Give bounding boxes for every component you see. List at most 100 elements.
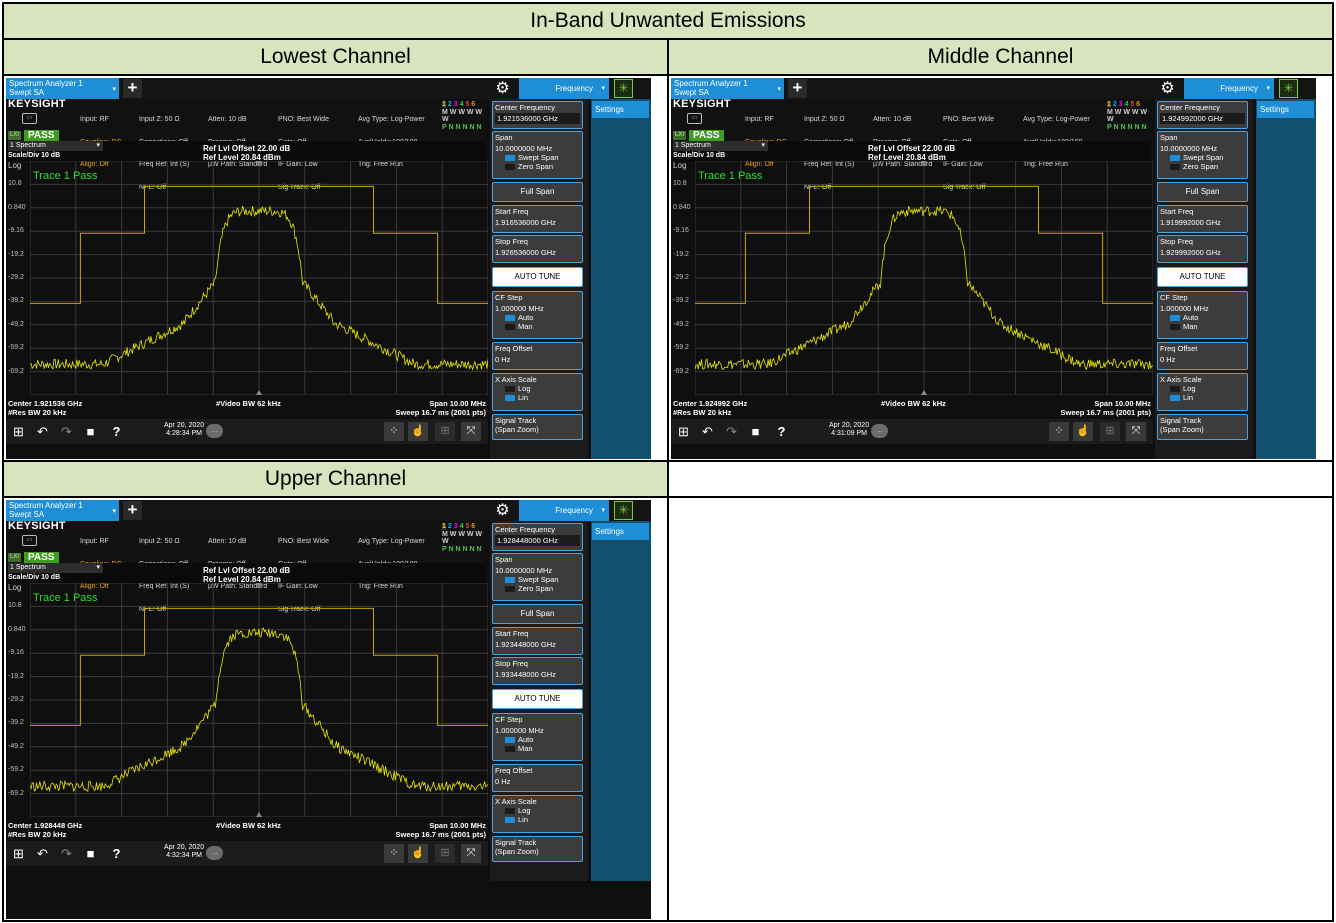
windows-icon[interactable]: ⊞ (678, 424, 689, 439)
log-option[interactable]: Log (505, 384, 580, 393)
chat-bubble-icon[interactable]: ▭ (22, 113, 37, 124)
x-axis-scale-key[interactable]: X Axis Scale Log Lin (492, 373, 583, 411)
chat-icon[interactable]: … (871, 424, 888, 438)
stop-freq-key[interactable]: Stop Freq 1.926536000 GHz (492, 235, 583, 263)
frequency-menu-tab[interactable]: Frequency ▾ (1184, 78, 1274, 99)
signal-track-key[interactable]: Signal Track (Span Zoom) (492, 836, 583, 862)
window-select[interactable]: 1 Spectrum ▾ (8, 141, 103, 151)
fullscreen-icon[interactable]: ⤧ (461, 422, 481, 441)
busy-spinner-icon[interactable]: ✳ (1279, 79, 1298, 98)
auto-tune-button[interactable]: AUTO TUNE (1157, 267, 1248, 287)
log-option[interactable]: Log (505, 806, 580, 815)
touch-icon[interactable]: ☝ (408, 844, 428, 863)
freq-offset-key[interactable]: Freq Offset 0 Hz (492, 342, 583, 370)
swept-span-option[interactable]: Swept Span (505, 575, 580, 584)
undo-icon[interactable]: ↶ (37, 846, 48, 861)
window-select[interactable]: 1 Spectrum ▾ (8, 563, 103, 573)
chat-bubble-icon[interactable]: ▭ (687, 113, 702, 124)
start-freq-key[interactable]: Start Freq 1.923448000 GHz (492, 627, 583, 655)
center-frequency-key[interactable]: Center Frequency 1.921536000 GHz (492, 101, 583, 129)
trace-indicator[interactable]: 1 2 3 4 5 6 M W W W W W P N N N N N (442, 101, 488, 131)
grid-icon[interactable]: ⊞ (435, 422, 455, 441)
settings-tab[interactable]: Settings (592, 523, 649, 540)
zero-span-option[interactable]: Zero Span (505, 584, 580, 593)
cf-step-key[interactable]: CF Step 1.000000 MHz Auto Man (492, 713, 583, 761)
span-key[interactable]: Span 10.0000000 MHz Swept Span Zero Span (1157, 131, 1248, 179)
redo-icon[interactable]: ↷ (61, 424, 72, 439)
spectrum-graph[interactable] (30, 583, 488, 817)
lin-option[interactable]: Lin (505, 815, 580, 824)
man-option[interactable]: Man (505, 322, 580, 331)
swept-span-option[interactable]: Swept Span (505, 153, 580, 162)
lin-option[interactable]: Lin (1170, 393, 1245, 402)
file-icon[interactable]: ■ (751, 424, 760, 439)
key-value[interactable]: 1.924992000 GHz (1160, 113, 1245, 124)
touch-icon[interactable]: ☝ (1073, 422, 1093, 441)
frequency-menu-tab[interactable]: Frequency ▾ (519, 78, 609, 99)
spectrum-graph[interactable] (30, 161, 488, 395)
keypad-icon[interactable]: ⁘ (1049, 422, 1069, 441)
grid-icon[interactable]: ⊞ (1100, 422, 1120, 441)
log-option[interactable]: Log (1170, 384, 1245, 393)
add-screen-button[interactable]: + (123, 79, 142, 98)
file-icon[interactable]: ■ (86, 424, 95, 439)
spectrum-graph[interactable] (695, 161, 1153, 395)
stop-freq-key[interactable]: Stop Freq 1.933448000 GHz (492, 657, 583, 685)
analyzer-tab[interactable]: Spectrum Analyzer 1 Swept SA ▾ (6, 500, 119, 521)
windows-icon[interactable]: ⊞ (13, 424, 24, 439)
key-value[interactable]: 1.921536000 GHz (495, 113, 580, 124)
man-option[interactable]: Man (1170, 322, 1245, 331)
file-icon[interactable]: ■ (86, 846, 95, 861)
chat-icon[interactable]: … (206, 424, 223, 438)
swept-span-option[interactable]: Swept Span (1170, 153, 1245, 162)
help-icon[interactable]: ? (112, 846, 121, 861)
chat-icon[interactable]: … (206, 846, 223, 860)
redo-icon[interactable]: ↷ (61, 846, 72, 861)
settings-tab[interactable]: Settings (592, 101, 649, 118)
gear-icon[interactable]: ⚙ (495, 502, 510, 519)
grid-icon[interactable]: ⊞ (435, 844, 455, 863)
windows-icon[interactable]: ⊞ (13, 846, 24, 861)
add-screen-button[interactable]: + (788, 79, 807, 98)
center-frequency-key[interactable]: Center Frequency 1.924992000 GHz (1157, 101, 1248, 129)
start-freq-key[interactable]: Start Freq 1.916536000 GHz (492, 205, 583, 233)
cf-step-key[interactable]: CF Step 1.000000 MHz Auto Man (492, 291, 583, 339)
keypad-icon[interactable]: ⁘ (384, 422, 404, 441)
full-span-button[interactable]: Full Span (1157, 182, 1248, 202)
x-axis-scale-key[interactable]: X Axis Scale Log Lin (1157, 373, 1248, 411)
freq-offset-key[interactable]: Freq Offset 0 Hz (1157, 342, 1248, 370)
chat-bubble-icon[interactable]: ▭ (22, 535, 37, 546)
signal-track-key[interactable]: Signal Track (Span Zoom) (1157, 414, 1248, 440)
help-icon[interactable]: ? (777, 424, 786, 439)
zero-span-option[interactable]: Zero Span (505, 162, 580, 171)
freq-offset-key[interactable]: Freq Offset 0 Hz (492, 764, 583, 792)
undo-icon[interactable]: ↶ (37, 424, 48, 439)
add-screen-button[interactable]: + (123, 501, 142, 520)
auto-option[interactable]: Auto (505, 735, 580, 744)
gear-icon[interactable]: ⚙ (1160, 80, 1175, 97)
help-icon[interactable]: ? (112, 424, 121, 439)
signal-track-key[interactable]: Signal Track (Span Zoom) (492, 414, 583, 440)
settings-tab[interactable]: Settings (1257, 101, 1314, 118)
auto-tune-button[interactable]: AUTO TUNE (492, 267, 583, 287)
auto-option[interactable]: Auto (1170, 313, 1245, 322)
cf-step-key[interactable]: CF Step 1.000000 MHz Auto Man (1157, 291, 1248, 339)
x-axis-scale-key[interactable]: X Axis Scale Log Lin (492, 795, 583, 833)
stop-freq-key[interactable]: Stop Freq 1.929992000 GHz (1157, 235, 1248, 263)
analyzer-tab[interactable]: Spectrum Analyzer 1 Swept SA ▾ (6, 78, 119, 99)
undo-icon[interactable]: ↶ (702, 424, 713, 439)
full-span-button[interactable]: Full Span (492, 604, 583, 624)
zero-span-option[interactable]: Zero Span (1170, 162, 1245, 171)
fullscreen-icon[interactable]: ⤧ (461, 844, 481, 863)
lin-option[interactable]: Lin (505, 393, 580, 402)
start-freq-key[interactable]: Start Freq 1.919992000 GHz (1157, 205, 1248, 233)
span-key[interactable]: Span 10.0000000 MHz Swept Span Zero Span (492, 553, 583, 601)
auto-tune-button[interactable]: AUTO TUNE (492, 689, 583, 709)
span-key[interactable]: Span 10.0000000 MHz Swept Span Zero Span (492, 131, 583, 179)
analyzer-tab[interactable]: Spectrum Analyzer 1 Swept SA ▾ (671, 78, 784, 99)
busy-spinner-icon[interactable]: ✳ (614, 79, 633, 98)
man-option[interactable]: Man (505, 744, 580, 753)
busy-spinner-icon[interactable]: ✳ (614, 501, 633, 520)
key-value[interactable]: 1.928448000 GHz (495, 535, 580, 546)
trace-indicator[interactable]: 1 2 3 4 5 6 M W W W W W P N N N N N (442, 523, 488, 553)
